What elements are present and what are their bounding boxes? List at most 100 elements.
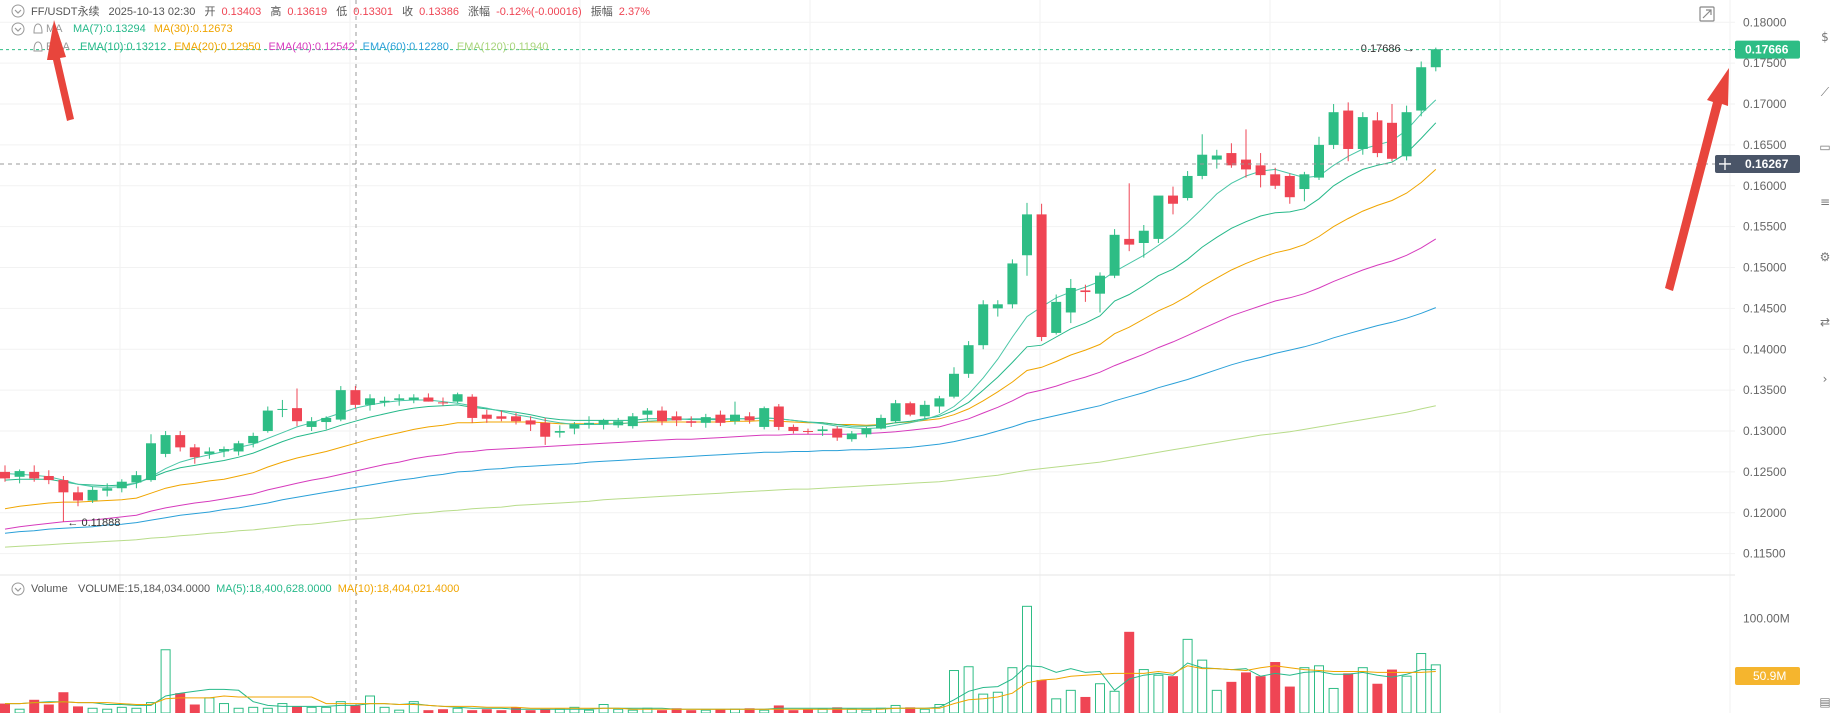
volume-bar-down [511,707,521,713]
legend-item: MA(30):0.12673 [154,23,233,35]
layout-icon[interactable]: ▤ [1819,695,1831,709]
legend-item: MA(5):18,400,628.0000 [216,583,332,595]
volume-bar-down [1284,686,1295,713]
candle-up [890,399,901,423]
volume-bar-up [890,704,901,713]
candle-up [102,483,113,497]
candle-body [1387,122,1397,159]
volume-bar-down [58,692,69,713]
volume-bar-up [1357,667,1368,713]
price-tick-label: 0.14000 [1743,342,1787,356]
candle-body [1109,234,1120,276]
candle-up [160,431,171,458]
candle-up [569,422,580,435]
candle-body [744,416,755,421]
price-tick-label: 0.16000 [1743,179,1787,193]
side-toolbar: $ ⟋ ▭ ≡ ⚙ ⇄ › ▤ [1816,0,1834,713]
volume-title: Volume [31,583,68,595]
volume-bar-down [803,709,813,713]
low-value: 0.13301 [353,6,393,18]
collapse-icon[interactable] [11,582,25,596]
trend-icon[interactable]: ⟋ [1820,85,1830,99]
price-tick-label: 0.16500 [1743,138,1787,152]
volume-bar-up [992,691,1003,713]
volume-bar-down [43,704,54,713]
bell-icon[interactable] [33,41,43,52]
volume-bar-up [1095,683,1105,713]
candle-up [613,417,624,428]
volume-bar-up [116,706,127,713]
indicator-icon[interactable]: ≡ [1819,195,1831,209]
expand-icon[interactable] [1699,6,1715,22]
candle-body [1270,174,1281,186]
candle-up [934,395,945,414]
volume-bar-up [627,709,638,713]
candle-body [1430,49,1441,68]
candle-up [963,341,974,378]
ema120-line [4,405,1436,548]
volume-bar-down [175,693,186,713]
collapse-icon[interactable] [11,22,25,36]
candle-body [919,404,930,417]
candle-up [87,486,98,503]
candle-body [102,488,113,491]
bell-icon[interactable] [33,23,43,34]
candle-down [671,411,682,427]
volume-bar-up [306,706,317,713]
candle-up [949,367,959,399]
swap-icon[interactable]: ⇄ [1819,315,1831,329]
high-price-marker: 0.17686 → [1361,43,1415,55]
volume-bar-up [1299,667,1310,713]
collapse-right-icon[interactable]: › [1822,372,1828,386]
candle-up [1051,294,1062,335]
candle-body [671,416,682,421]
volume-bar-down [467,710,478,713]
volume-bar-up [87,707,98,713]
candle-body [423,397,434,402]
candle-up [1022,202,1032,276]
candle-down [788,424,799,434]
legend-item: VOLUME:15,184,034.0000 [78,583,210,595]
candle-body [554,431,565,433]
candle-body [1416,67,1427,111]
candle-up [1065,278,1076,324]
candle-up [321,416,332,430]
robot-icon[interactable]: ⚙ [1819,250,1831,264]
candle-up [700,413,711,428]
price-tick-label: 0.13500 [1743,383,1787,397]
candle-body [379,400,390,403]
volume-bar-up [919,708,930,713]
candle-down [1372,112,1383,158]
candle-body [1372,120,1383,154]
candle-body [1284,175,1295,198]
candle-body [496,416,507,419]
candle-body [452,394,463,402]
candle-body [803,431,813,433]
candle-body [1343,110,1354,149]
candle-body [1182,175,1193,199]
candle-up [992,300,1003,317]
current-price-value: 0.17666 [1745,43,1789,57]
volume-bar-up [321,706,332,713]
open-label: 开 [204,6,215,18]
price-tick-label: 0.13000 [1743,424,1787,438]
volume-bar-up [277,703,288,713]
candle-body [438,402,448,404]
candle-down [525,416,536,432]
candle-body [277,408,288,410]
ema20-line [4,169,1437,510]
dollar-icon[interactable]: $ [1821,30,1829,44]
candle-up [1299,171,1310,202]
candle-up [861,426,872,438]
candle-body [58,480,69,493]
candle-up [379,396,390,407]
candle-down [1255,153,1266,188]
candle-down [511,413,521,425]
monitor-icon[interactable]: ▭ [1819,140,1831,154]
collapse-icon[interactable] [11,4,25,18]
candle-body [876,417,886,429]
volume-bar-down [715,709,726,713]
volume-bar-up [554,708,565,713]
volume-bar-down [481,709,492,713]
